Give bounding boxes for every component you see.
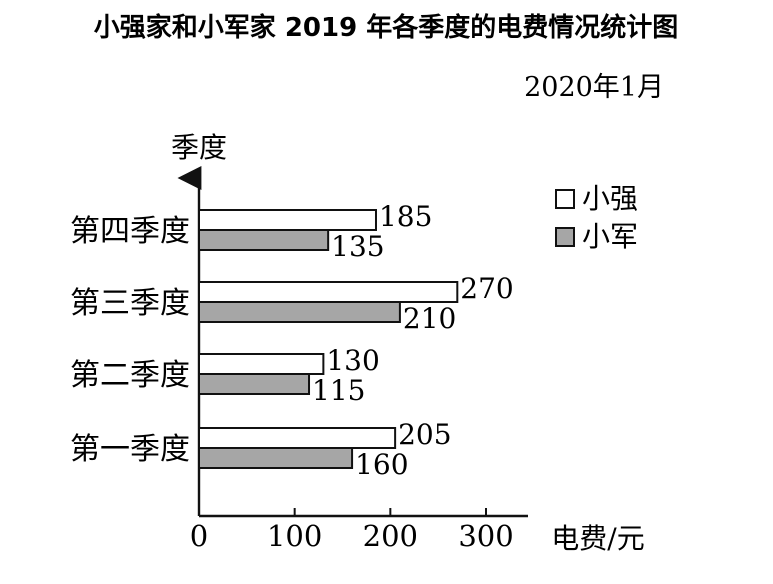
data-label: 130 bbox=[326, 344, 379, 377]
category-label: 第四季度 bbox=[70, 214, 190, 249]
x-tick-label: 0 bbox=[190, 519, 208, 553]
category-label: 第一季度 bbox=[70, 432, 190, 467]
data-label: 270 bbox=[460, 272, 513, 305]
bar bbox=[198, 301, 401, 323]
bar bbox=[198, 447, 354, 469]
data-label: 115 bbox=[312, 374, 365, 407]
x-tick-label: 200 bbox=[363, 519, 418, 553]
data-label: 185 bbox=[379, 200, 432, 233]
legend-label: 小强 bbox=[582, 182, 638, 215]
legend-swatch bbox=[555, 189, 575, 209]
y-axis-label: 季度 bbox=[171, 131, 227, 164]
category-label: 第二季度 bbox=[70, 358, 190, 393]
bar bbox=[198, 427, 397, 449]
bar bbox=[198, 281, 459, 303]
chart-date: 2020年1月 bbox=[524, 72, 664, 103]
data-label: 160 bbox=[355, 448, 408, 481]
chart-title: 小强家和小军家 2019 年各季度的电费情况统计图 bbox=[94, 12, 678, 43]
data-label: 135 bbox=[331, 230, 384, 263]
bar bbox=[198, 209, 377, 231]
category-label: 第三季度 bbox=[70, 286, 190, 321]
x-ticks: 0 100 200 300 bbox=[190, 508, 514, 553]
bar bbox=[198, 373, 311, 395]
x-tick-label: 300 bbox=[458, 519, 513, 553]
data-label: 210 bbox=[403, 302, 456, 335]
legend-swatch bbox=[555, 227, 575, 247]
bar bbox=[198, 353, 325, 375]
data-label: 205 bbox=[398, 418, 451, 451]
x-axis-label: 电费/元 bbox=[551, 522, 644, 555]
category-labels: 第一季度 第二季度 第三季度 第四季度 bbox=[70, 214, 190, 467]
bar bbox=[198, 229, 330, 251]
legend-label: 小军 bbox=[582, 220, 638, 253]
x-tick-label: 100 bbox=[267, 519, 322, 553]
